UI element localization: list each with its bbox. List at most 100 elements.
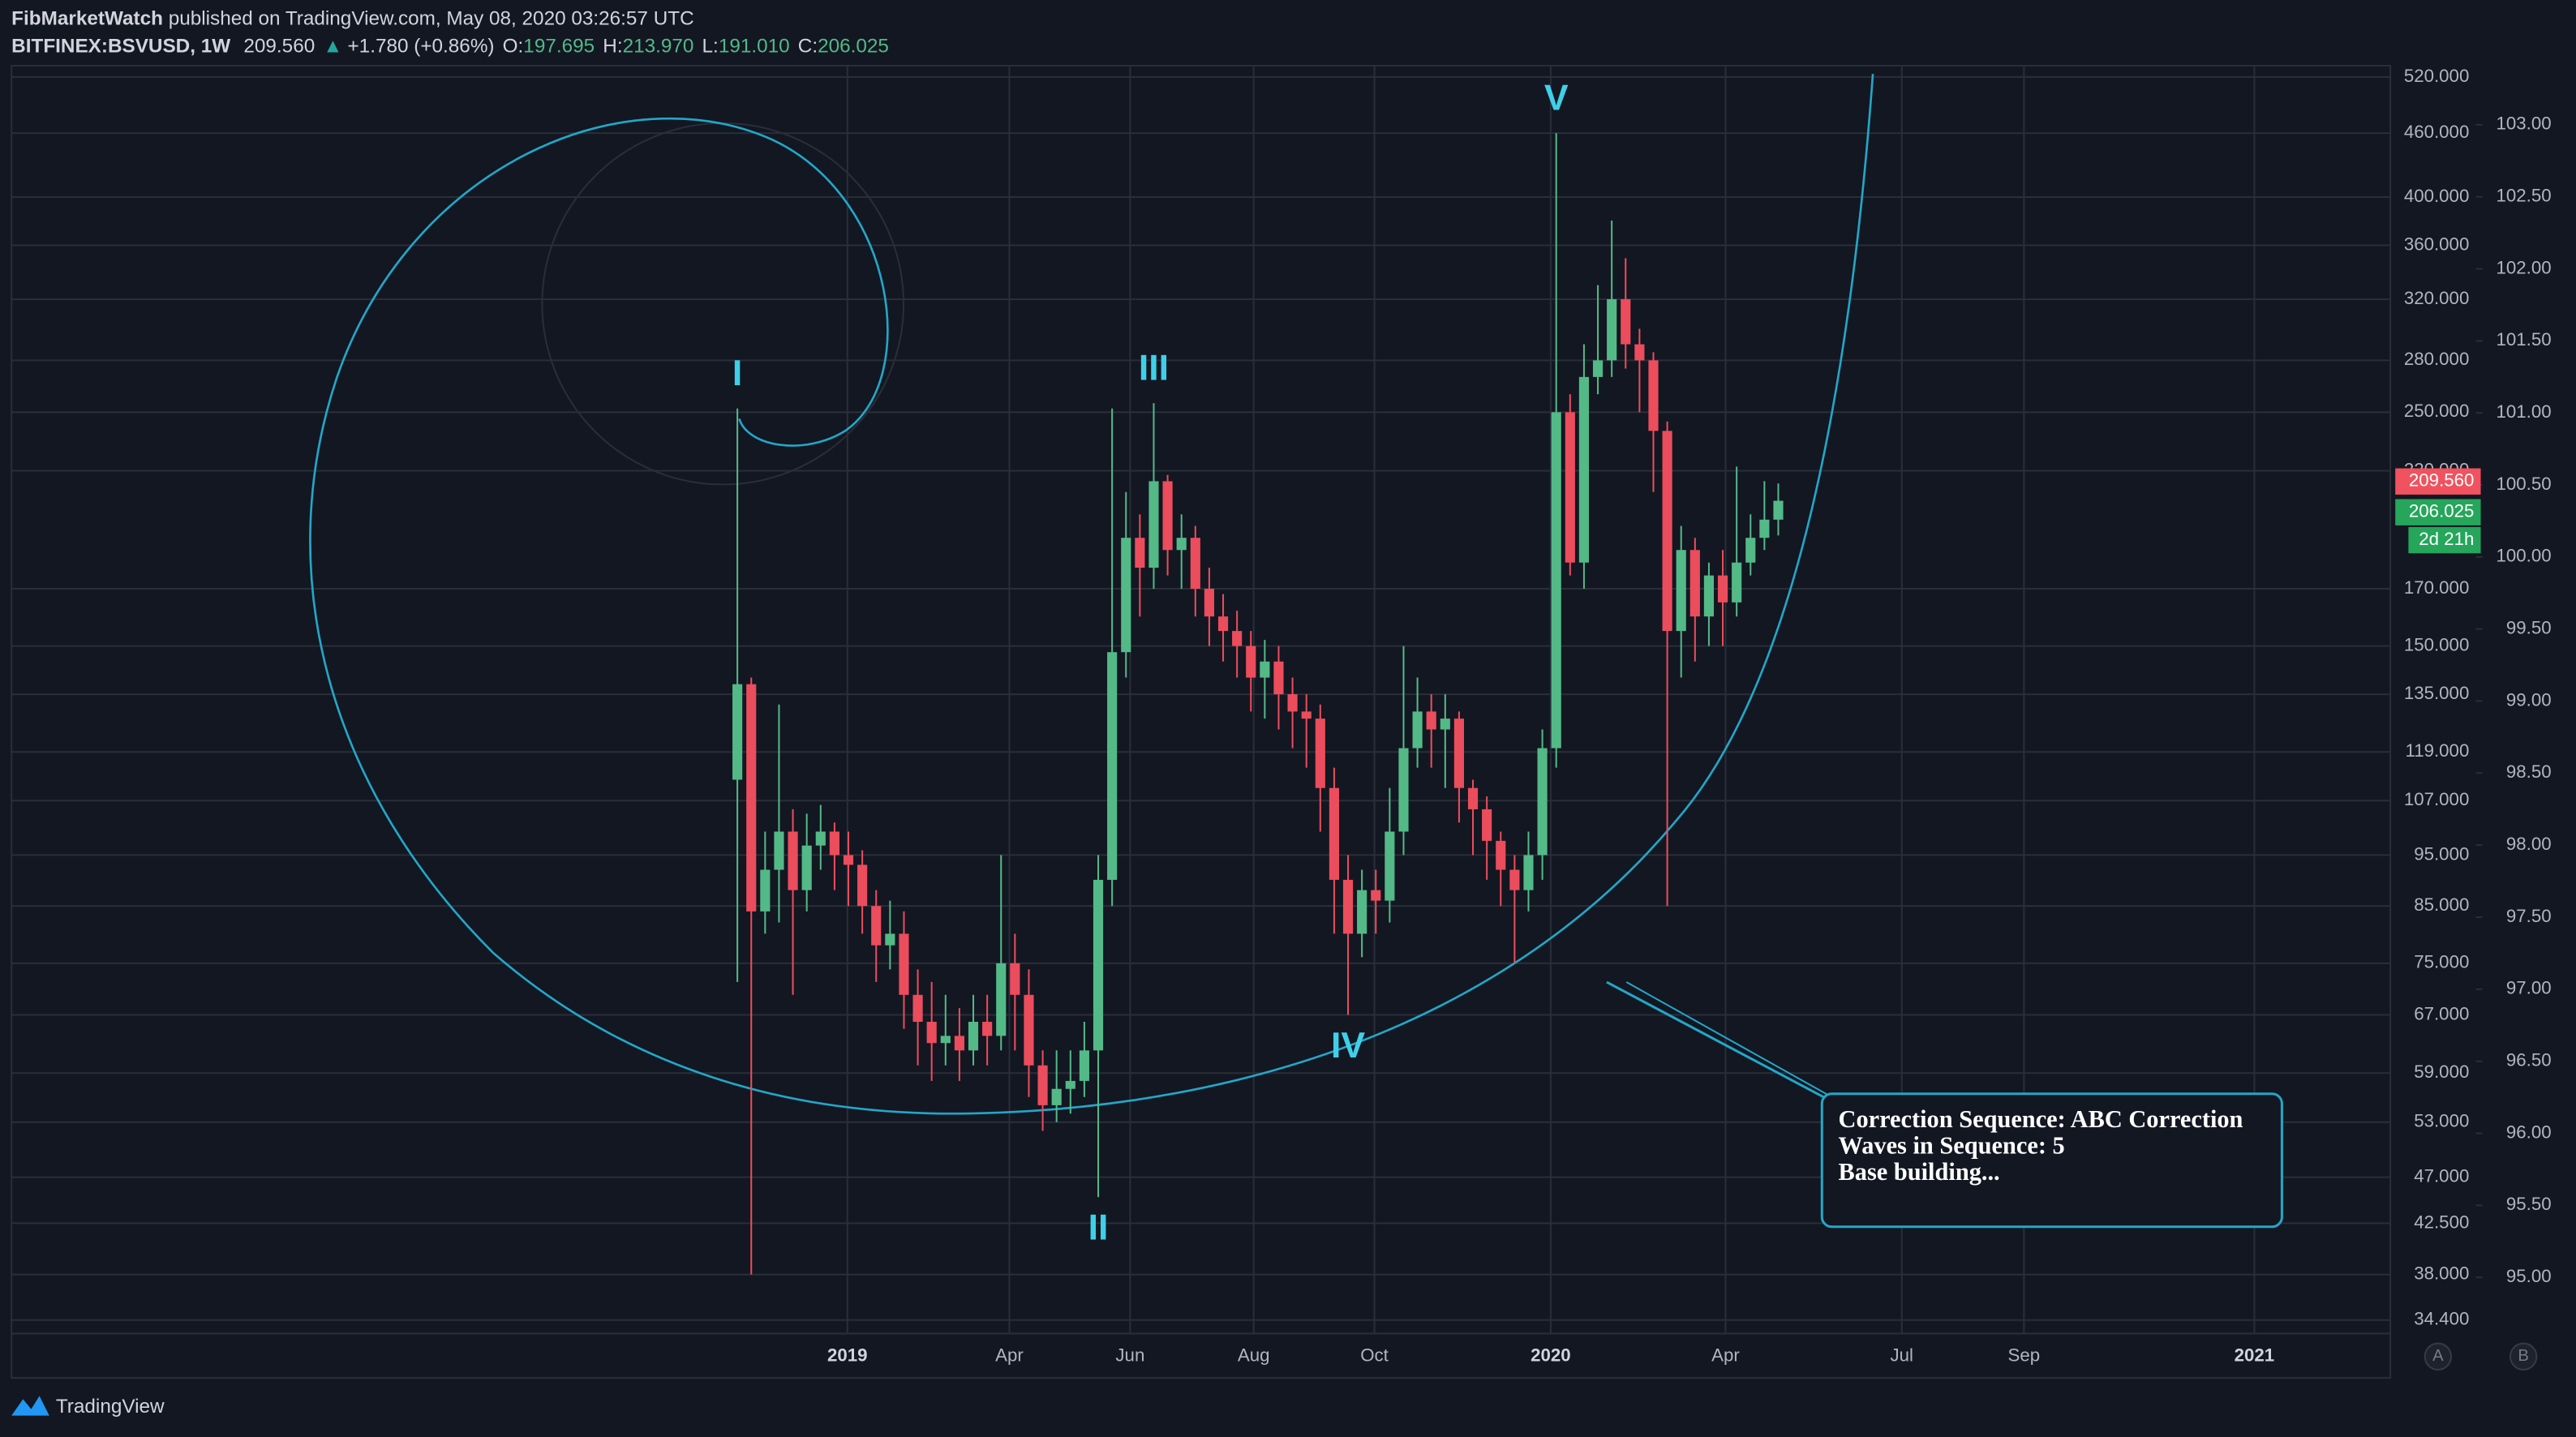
price-marker	[2395, 499, 2481, 525]
candle-body	[1093, 879, 1104, 1051]
countdown-box	[2408, 526, 2481, 554]
candle-body	[1315, 718, 1325, 788]
y2-tick-label: 102.00	[2497, 257, 2552, 277]
y-tick-label: 59.000	[2414, 1062, 2469, 1082]
y-tick-label: 85.000	[2414, 894, 2469, 915]
candle-body	[996, 963, 1007, 1036]
candle-body	[968, 1021, 979, 1051]
countdown: 2d 21h	[2419, 529, 2474, 549]
ohlc-key: L:	[702, 36, 719, 58]
y2-tick-label: 101.50	[2497, 329, 2552, 350]
candle-body	[1676, 550, 1686, 632]
candle-body	[788, 831, 798, 890]
candle-body	[954, 1036, 964, 1051]
y-tick-label: 280.000	[2404, 349, 2470, 369]
up-arrow: ▲	[323, 36, 342, 58]
logo-icon	[11, 1396, 49, 1416]
scale-button[interactable]	[2509, 1342, 2538, 1371]
candle-body	[1703, 575, 1715, 617]
candle-body	[1509, 869, 1520, 890]
ohlc-value: 197.695	[523, 36, 595, 58]
ohlc-value: 191.010	[719, 36, 790, 58]
scale-button[interactable]	[2424, 1342, 2453, 1371]
ohlc-value: 206.025	[818, 36, 889, 58]
candle-body	[1648, 360, 1659, 431]
symbol-line: BITFINEX:BSVUSD, 1W 209.560 ▲ +1.780 (+0.86…	[11, 36, 889, 58]
y-tick-label: 170.000	[2404, 577, 2470, 598]
candle-body	[1453, 718, 1465, 788]
y-tick-label: 67.000	[2414, 1003, 2469, 1023]
ohlc-value: 213.970	[623, 36, 694, 58]
header-line: FibMarketWatch published on TradingView.…	[11, 8, 693, 30]
ohlc-key: H:	[603, 36, 622, 58]
candle-body	[1717, 575, 1728, 603]
candle-body	[1217, 616, 1229, 632]
candle-body	[1371, 890, 1381, 901]
candle-body	[815, 831, 826, 846]
candle-body	[801, 845, 812, 890]
published: published on TradingView.com, May 08, 20…	[169, 8, 694, 30]
y2-tick-label: 100.00	[2497, 546, 2552, 566]
y-tick-label: 42.500	[2414, 1212, 2469, 1232]
candle-body	[1107, 652, 1118, 880]
x-tick-label: Jul	[1891, 1345, 1913, 1366]
candle-body	[760, 869, 771, 912]
candle-body	[1565, 412, 1575, 563]
candle-body	[1190, 538, 1200, 589]
candle-body	[1759, 519, 1770, 538]
last-price: 209.560	[243, 36, 315, 58]
x-tick-label: Oct	[1360, 1345, 1389, 1366]
price-marker-label: 209.560	[2409, 470, 2475, 491]
y2-tick-label: 99.00	[2506, 689, 2552, 710]
candle-body	[1551, 412, 1561, 749]
candle-body	[1260, 661, 1270, 678]
y-tick-label: 520.000	[2404, 66, 2470, 86]
candle-body	[1467, 787, 1479, 809]
candle-body	[746, 684, 757, 912]
y-tick-label: 460.000	[2404, 122, 2470, 142]
y2-tick-label: 95.50	[2506, 1194, 2552, 1214]
y2-tick-label: 97.50	[2506, 906, 2552, 926]
candle-body	[1342, 879, 1354, 934]
candle-body	[1024, 994, 1034, 1066]
callout-box	[1820, 1092, 2283, 1229]
y2-tick-label: 102.50	[2497, 186, 2552, 206]
y-tick-label: 150.000	[2404, 635, 2470, 655]
candle-body	[1135, 538, 1145, 568]
wave-label: III	[1139, 348, 1169, 388]
candle-body	[871, 906, 882, 946]
y-tick-label: 250.000	[2404, 401, 2470, 421]
candle-body	[1246, 646, 1256, 678]
candle-body	[1385, 831, 1395, 901]
candle-body	[1037, 1065, 1048, 1105]
price-marker-label: 206.025	[2409, 501, 2475, 521]
y-tick-label: 107.000	[2404, 789, 2470, 809]
candle-body	[1204, 588, 1214, 617]
y2-tick-label: 103.00	[2497, 114, 2552, 134]
y-tick-label: 53.000	[2414, 1111, 2469, 1131]
brand: TradingView	[56, 1396, 165, 1418]
candle-body	[857, 864, 868, 907]
scale-button-label[interactable]: A	[2432, 1347, 2444, 1365]
candle-body	[1412, 711, 1423, 749]
author: FibMarketWatch	[11, 8, 163, 30]
x-tick-label: Aug	[1238, 1345, 1270, 1366]
y-tick-label: 320.000	[2404, 288, 2470, 308]
candle-body	[926, 1021, 937, 1044]
y-tick-label: 47.000	[2414, 1166, 2469, 1186]
y-tick-label: 95.000	[2414, 843, 2469, 864]
candle-body	[1592, 360, 1604, 377]
candle-body	[1440, 718, 1450, 730]
scale-button-label[interactable]: B	[2518, 1347, 2529, 1365]
candle-body	[1148, 481, 1159, 568]
candle-body	[899, 933, 909, 995]
y2-tick-label: 98.00	[2506, 834, 2552, 854]
candle-body	[1482, 809, 1492, 841]
candle-body	[1121, 538, 1131, 653]
brand-logo[interactable]: TradingView	[11, 1396, 165, 1418]
callout-text: Base building...	[1839, 1158, 2000, 1186]
y2-tick-label: 101.00	[2497, 401, 2552, 422]
callout-pointer	[1606, 980, 1825, 1099]
y2-tick-label: 96.50	[2506, 1050, 2552, 1070]
